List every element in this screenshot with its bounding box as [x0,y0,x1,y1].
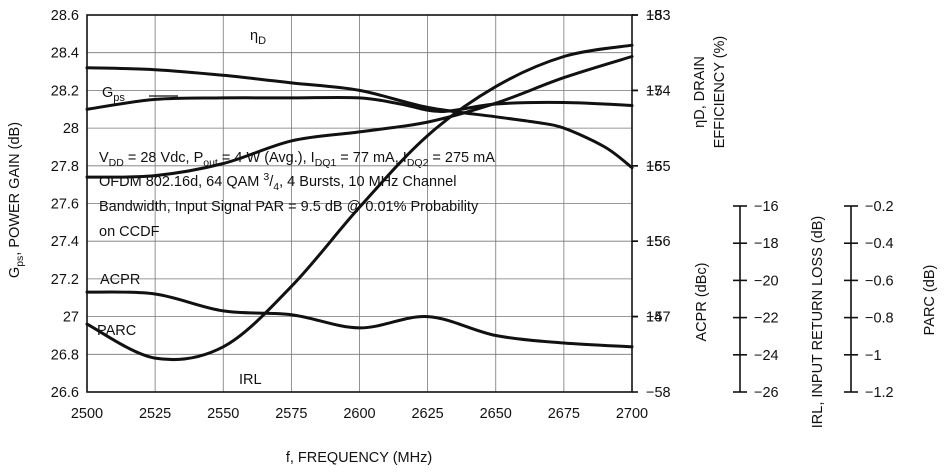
efficiency-axis-title-text1: D, DRAIN [692,56,708,120]
gain-axis-title-text: POWER GAIN (dB) [7,122,23,248]
frequency-tick-label: 2500 [71,406,103,422]
acpr-curve [85,55,634,179]
plot-frame [86,14,633,393]
series-labels: ηD Gps ACPR PARC IRL [97,28,266,388]
frequency-tick-label: 2625 [411,406,443,422]
gain-tick-label: 28 [63,121,79,137]
gain-tick-label: 27 [63,310,79,326]
efficiency-axis-title-line1: ηD, DRAIN [692,56,708,128]
efficiency-axis-title-prefix: η [692,120,708,128]
irl-series-label: IRL [239,372,262,388]
annotation-line: VDD = 28 Vdc, Pout = 4 W (Avg.), IDQ1 = … [99,150,495,169]
gain-tick-label: 27.6 [51,197,79,213]
annotation-line: Bandwidth, Input Signal PAR = 9.5 dB @ 0… [99,199,479,215]
right-axis-ticks: 18 17 16 15 14 −53 −54 −55 −56 −57 −58 [632,8,671,401]
gain-tick-label: 26.8 [51,347,79,363]
frequency-tick-label: 2550 [207,406,239,422]
irl-tick-label: −22 [754,311,779,327]
gain-tick-label: 28.2 [51,83,79,99]
acpr-tick-label: −55 [646,159,671,175]
gain-tick-label: 27.4 [51,234,79,250]
gain-axis-ticks: 28.6 28.4 28.2 28 27.8 27.6 27.4 27.2 27 26.8 26.6 [51,8,79,401]
gain-curve [85,66,634,170]
parc-axis-title: PARC (dB) [922,265,938,336]
parc-tick-label: −0.2 [865,199,894,215]
gain-tick-label: 28.4 [51,46,79,62]
acpr-tick-label: −56 [646,234,671,250]
series-curves [85,43,634,362]
parc-curve [85,290,634,349]
annotation-line: OFDM 802.16d, 64 QAM 3/4, 4 Bursts, 10 M… [99,171,456,193]
irl-curve [85,43,634,362]
gain-tick-label: 28.6 [51,8,79,24]
irl-tick-label: −26 [754,385,779,401]
conditions-annotation: VDD = 28 Vdc, Pout = 4 W (Avg.), IDQ1 = … [99,150,495,240]
frequency-tick-label: 2575 [275,406,307,422]
frequency-tick-label: 2675 [548,406,580,422]
parc-tick-label: −1 [865,348,882,364]
efficiency-tick-label: 18 [646,8,662,24]
frequency-tick-label: 2525 [139,406,171,422]
efficiency-axis-title-line2: EFFICIENCY (%) [712,36,728,149]
irl-axis: −16 −18 −20 −22 −24 −26 [733,199,779,401]
gain-axis-title: Gps, POWER GAIN (dB) [7,122,26,278]
gain-axis-title-sep: , [7,248,23,256]
parc-tick-label: −1.2 [865,385,894,401]
efficiency-tick-label: 16 [646,159,662,175]
gain-tick-label: 26.6 [51,385,79,401]
acpr-tick-label: −53 [646,8,671,24]
gain-axis-title-sub: ps [14,256,26,267]
efficiency-tick-label: 15 [646,234,662,250]
efficiency-tick-label: 17 [646,83,662,99]
acpr-tick-label: −54 [646,83,671,99]
parc-tick-label: −0.6 [865,273,894,289]
acpr-tick-label: −58 [646,385,671,401]
irl-tick-label: −24 [754,348,779,364]
gain-series-label: Gps [102,85,125,104]
frequency-axis-ticks: 2500 2525 2550 2575 2600 2625 2650 2675 2700 [71,406,648,422]
annotation-line: on CCDF [99,224,160,240]
efficiency-series-label: ηD [250,28,266,47]
acpr-axis-title: ACPR (dBc) [694,263,710,342]
parc-series-label: PARC [97,323,136,339]
irl-tick-label: −20 [754,273,779,289]
efficiency-tick-label: 14 [646,310,662,326]
frequency-tick-label: 2650 [480,406,512,422]
gain-tick-label: 27.2 [51,272,79,288]
frequency-tick-label: 2700 [616,406,648,422]
gain-tick-label: 27.8 [51,159,79,175]
parc-tick-label: −0.8 [865,311,894,327]
gain-axis-title-prefix: G [7,267,23,278]
x-axis-title: f, FREQUENCY (MHz) [286,450,432,466]
efficiency-curve [85,95,634,113]
acpr-tick-label: −57 [646,310,671,326]
acpr-series-label: ACPR [100,272,140,288]
irl-tick-label: −18 [754,236,779,252]
frequency-tick-label: 2600 [343,406,375,422]
parc-tick-label: −0.4 [865,236,894,252]
irl-axis-title: IRL, INPUT RETURN LOSS (dB) [810,216,826,428]
parc-axis: −0.2 −0.4 −0.6 −0.8 −1 −1.2 [844,199,894,401]
irl-tick-label: −16 [754,199,779,215]
